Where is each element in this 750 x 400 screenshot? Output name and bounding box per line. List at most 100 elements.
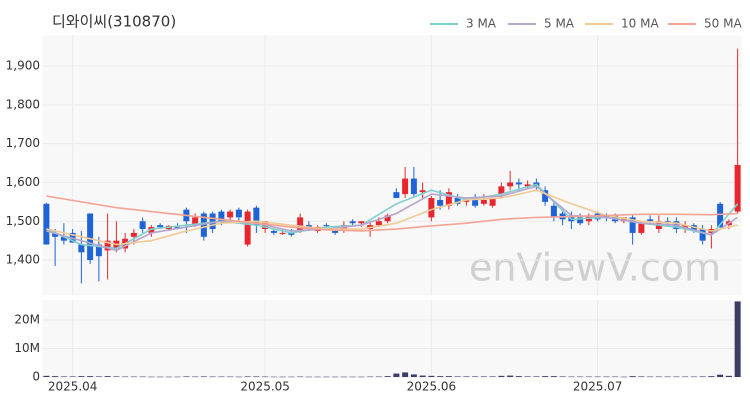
volume-bar — [550, 376, 557, 377]
candle-body — [734, 165, 741, 212]
volume-bar — [52, 376, 59, 377]
volume-bar — [130, 376, 137, 378]
candle-body — [437, 199, 444, 206]
candle-body — [699, 229, 706, 241]
candle-body — [410, 178, 417, 195]
x-tick-label: 2025.07 — [573, 380, 623, 394]
candle-body — [428, 197, 435, 218]
volume-bar — [262, 376, 269, 378]
volume-bar — [577, 376, 584, 378]
volume-bar — [60, 376, 67, 377]
volume-bar — [104, 376, 111, 377]
candle-body — [402, 178, 409, 195]
volume-tick-label: 10M — [14, 341, 40, 355]
volume-bar — [410, 374, 417, 377]
candle-body — [480, 199, 487, 204]
candle-body — [690, 225, 697, 231]
candle-body — [393, 192, 400, 198]
volume-bar — [183, 376, 190, 377]
candle-body — [638, 223, 645, 233]
volume-bar — [507, 375, 514, 377]
y-tick-label: 1,800 — [6, 97, 40, 111]
candle-body — [78, 244, 85, 253]
candle-body — [270, 230, 277, 233]
volume-bar — [87, 376, 94, 377]
volume-bar — [288, 376, 295, 378]
volume-bar — [78, 376, 85, 377]
volume-bar — [437, 376, 444, 377]
volume-bar — [148, 376, 155, 378]
candle-body — [139, 221, 146, 230]
volume-bar — [664, 376, 671, 378]
volume-bar — [95, 376, 102, 377]
candle-body — [43, 203, 50, 245]
volume-bar — [699, 376, 706, 377]
candle-body — [60, 236, 67, 241]
candle-body — [148, 227, 155, 233]
candle-body — [95, 244, 102, 257]
volume-bar — [524, 376, 531, 377]
volume-bar — [43, 375, 50, 377]
x-tick-label: 2025.06 — [407, 380, 457, 394]
ma-line — [46, 185, 739, 252]
candle-body — [218, 211, 225, 222]
candle-body — [358, 221, 365, 224]
candle-body — [515, 182, 522, 185]
candle-body — [209, 213, 216, 230]
volume-bar — [393, 373, 400, 377]
legend-label: 50 MA — [704, 17, 742, 31]
candle-body — [130, 232, 137, 237]
x-tick-label: 2025.04 — [48, 380, 98, 394]
candle-body — [489, 197, 496, 206]
ma-line — [46, 189, 738, 246]
y-tick-label: 1,600 — [6, 175, 40, 189]
candle-body — [52, 232, 59, 237]
candle-body — [445, 192, 452, 206]
volume-bar — [498, 375, 505, 377]
candle-body — [550, 205, 557, 218]
volume-bar — [218, 376, 225, 378]
volume-bar — [253, 376, 260, 377]
candle-body — [620, 217, 627, 222]
y-tick-label: 1,400 — [6, 253, 40, 267]
volume-bar — [638, 376, 645, 377]
x-tick-label: 2025.05 — [240, 380, 290, 394]
volume-bar — [340, 376, 347, 378]
candle-body — [463, 199, 470, 202]
volume-bar — [682, 376, 689, 378]
volume-bar — [209, 376, 216, 378]
y-tick-label: 1,700 — [6, 136, 40, 150]
volume-bar — [480, 376, 487, 377]
volume-bar — [235, 376, 242, 378]
volume-bar — [533, 376, 540, 377]
volume-bar — [454, 376, 461, 377]
volume-bar — [69, 376, 76, 377]
volume-bar — [384, 376, 391, 377]
candle-body — [717, 203, 724, 228]
volume-bar — [515, 376, 522, 377]
volume-panel — [42, 300, 742, 377]
volume-bar — [200, 376, 207, 377]
volume-bar — [192, 376, 199, 378]
volume-bar — [244, 376, 251, 377]
volume-bar — [139, 376, 146, 378]
volume-bar — [367, 376, 374, 378]
candle-body — [253, 207, 260, 226]
volume-bar — [472, 376, 479, 377]
volume-bar — [690, 376, 697, 378]
volume-bar — [270, 376, 277, 378]
candle-body — [498, 186, 505, 195]
volume-bar — [463, 376, 470, 377]
volume-bar — [585, 376, 592, 378]
candle-body — [87, 213, 94, 261]
volume-bar — [708, 376, 715, 377]
candle-body — [244, 211, 251, 245]
legend-label: 5 MA — [544, 17, 575, 31]
volume-bar — [717, 374, 724, 377]
chart-title: 디와이씨(310870) — [52, 13, 176, 31]
volume-bar — [113, 376, 120, 377]
volume-tick-label: 0 — [32, 370, 40, 384]
candle-body — [454, 197, 461, 204]
volume-tick-label: 20M — [14, 312, 40, 326]
y-tick-label: 1,500 — [6, 214, 40, 228]
